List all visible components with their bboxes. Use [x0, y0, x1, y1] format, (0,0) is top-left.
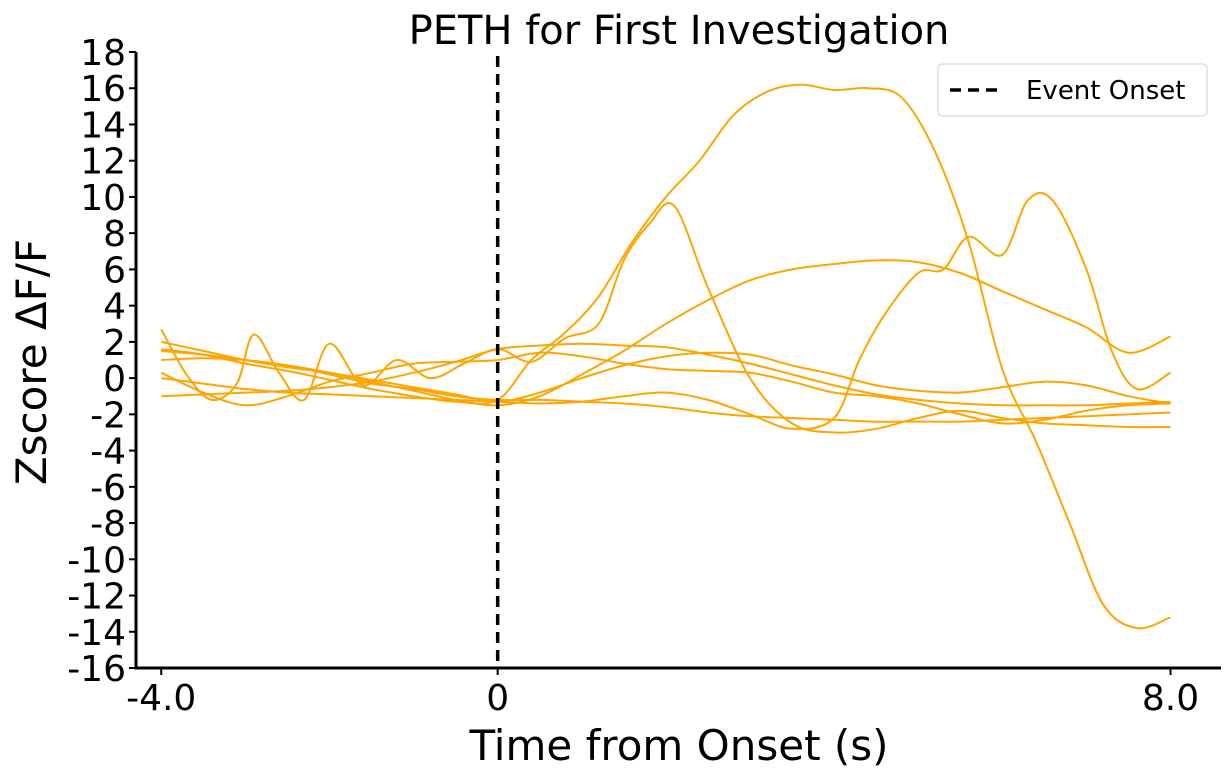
trace-line-8: [161, 191, 1172, 431]
trace-line-3: [160, 202, 1171, 434]
trace-line-2: [161, 342, 1171, 407]
y-tick-label: -4: [90, 432, 126, 473]
y-tick-label: 10: [80, 178, 126, 219]
y-tick-label: 4: [103, 287, 126, 328]
y-tick-label: -8: [90, 504, 126, 545]
trace-line-7: [161, 83, 1171, 630]
y-tick-label: 14: [80, 105, 126, 146]
legend: Event Onset: [937, 63, 1208, 117]
y-tick-label: -12: [67, 577, 126, 618]
y-tick-label: -6: [90, 468, 126, 509]
y-tick-label: -16: [67, 649, 126, 690]
y-axis-label: Zscore ΔF/F: [7, 239, 56, 485]
trace-line-1: [161, 349, 1171, 423]
axes-group: [134, 52, 1221, 670]
y-tick-label: -10: [67, 540, 126, 581]
y-tick-label: 0: [103, 359, 126, 400]
trace-line-4: [160, 351, 1171, 425]
y-tick-label: -2: [90, 395, 126, 436]
x-tick-label: -4.0: [126, 678, 196, 719]
y-tick-label: 8: [103, 214, 126, 255]
legend-label: Event Onset: [1026, 76, 1185, 106]
y-tick-label: 18: [80, 33, 126, 74]
y-tick-label: 2: [103, 323, 126, 364]
x-tick-label: 8.0: [1142, 678, 1199, 719]
y-tick-label: 6: [103, 250, 126, 291]
chart-title: PETH for First Investigation: [409, 8, 950, 54]
y-tick-label: 16: [80, 69, 126, 110]
trace-line-6: [161, 259, 1171, 407]
x-ticks-group: -4.0 0 8.0: [126, 668, 1199, 719]
y-tick-label: -14: [67, 613, 126, 654]
x-axis-label: Time from Onset (s): [468, 721, 888, 770]
legend-box: [937, 63, 1208, 117]
y-tick-label: 12: [80, 142, 126, 183]
x-tick-label: 0: [486, 678, 509, 719]
traces-group: [160, 83, 1172, 630]
